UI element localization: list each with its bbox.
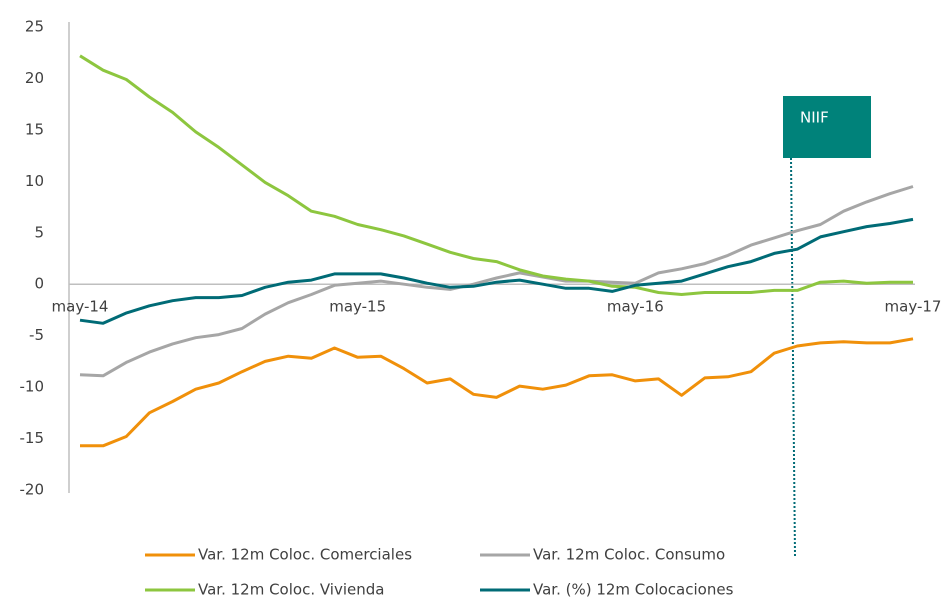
annotation-box [783,96,871,158]
y-tick-label: -20 [20,481,45,499]
x-tick-label: may-15 [329,298,386,316]
legend-label: Var. (%) 12m Colocaciones [533,581,734,599]
y-tick-label: -15 [20,429,45,447]
legend-label: Var. 12m Coloc. Comerciales [198,546,412,564]
series-line [79,185,914,378]
y-tick-label: 25 [25,18,44,36]
y-tick-label: 15 [25,120,44,138]
x-tick-label: may-16 [607,298,664,316]
series-line [79,217,914,325]
y-tick-label: 10 [25,172,44,190]
legend-label: Var. 12m Coloc. Consumo [533,546,725,564]
y-tick-label: -10 [20,378,45,396]
series-line [79,54,913,296]
y-tick-label: 5 [34,223,44,241]
y-tick-label: 20 [25,69,44,87]
y-tick-label: 0 [34,275,44,293]
series-line [80,337,914,448]
y-tick-label: -5 [29,326,44,344]
legend-label: Var. 12m Coloc. Vivienda [198,581,384,599]
annotation-text: NIIF [800,109,829,127]
x-tick-label: may-14 [52,298,109,316]
annotation-line [790,157,796,557]
x-tick-label: may-17 [885,298,942,316]
